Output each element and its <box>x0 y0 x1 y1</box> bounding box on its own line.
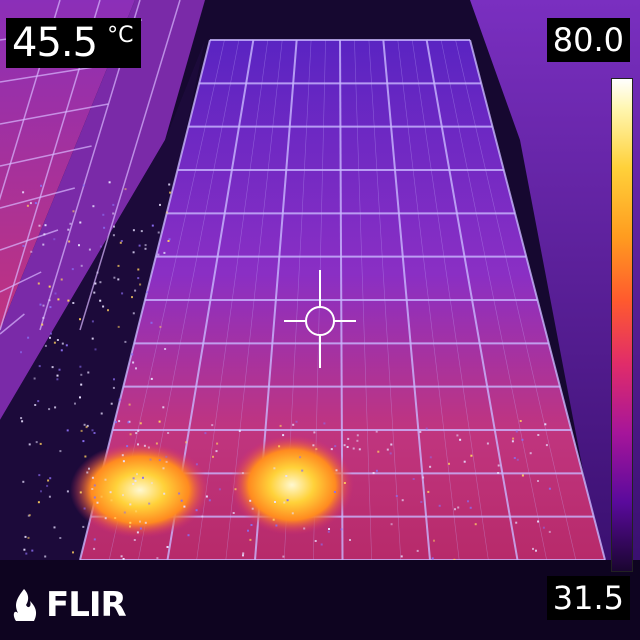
spot-temperature-value: 45.5 <box>12 20 98 66</box>
ground-strip <box>0 40 205 560</box>
temperature-unit: °C <box>107 23 134 48</box>
scale-min-label: 31.5 <box>546 576 630 620</box>
hotspot-left <box>70 442 210 538</box>
spot-temperature-readout: 45.5 °C <box>6 18 142 68</box>
right-solar-panel <box>470 0 640 560</box>
temperature-colorbar <box>611 78 633 572</box>
hotspot-center <box>230 435 354 535</box>
scale-max-label: 80.0 <box>546 18 630 62</box>
crosshair-icon <box>284 270 356 368</box>
flir-logo: FLIR <box>8 585 128 625</box>
flir-flame-icon <box>13 589 37 621</box>
flir-logo-text: FLIR <box>46 585 127 625</box>
